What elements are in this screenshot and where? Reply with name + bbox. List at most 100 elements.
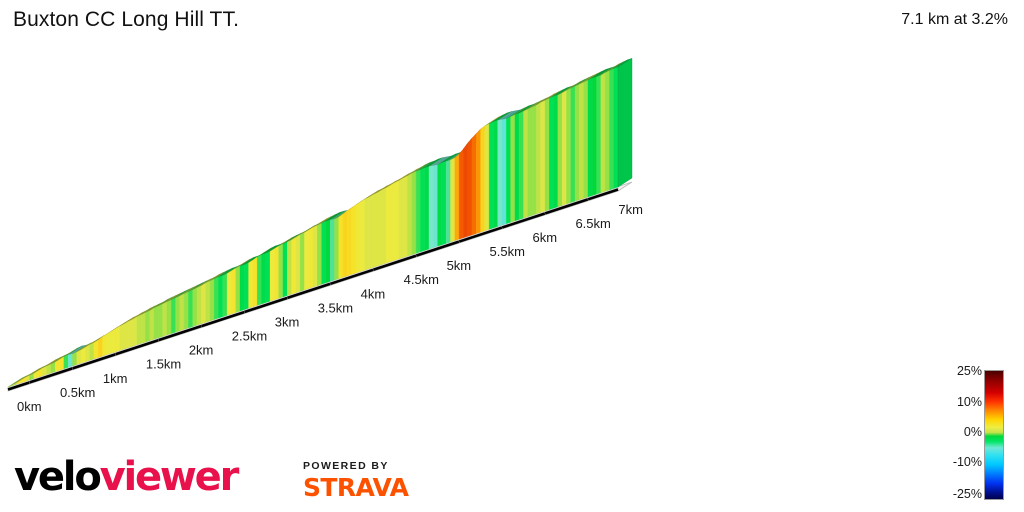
profile-segment[interactable] — [330, 219, 335, 282]
elevation-profile-chart[interactable]: 0km 0.5km 1km 1.5km 2km 2.5km 3km 3.5km 4km 4.5km… — [0, 42, 930, 442]
profile-segment[interactable] — [162, 301, 168, 337]
profile-segment[interactable] — [325, 219, 331, 283]
profile-segment[interactable] — [355, 201, 361, 274]
profile-segment[interactable] — [506, 116, 511, 224]
profile-segment[interactable] — [527, 107, 533, 217]
profile-segment[interactable] — [544, 98, 550, 212]
profile-segment[interactable] — [312, 225, 318, 288]
profile-segment[interactable] — [450, 157, 455, 243]
profile-segment[interactable] — [566, 88, 571, 205]
profile-segment[interactable] — [222, 273, 228, 317]
profile-segment[interactable] — [252, 256, 258, 307]
profile-segment[interactable] — [80, 347, 86, 364]
profile-segment[interactable] — [553, 94, 559, 209]
profile-segment[interactable] — [89, 342, 95, 361]
profile-segment[interactable] — [287, 239, 292, 296]
profile-segment[interactable] — [398, 177, 404, 260]
profile-segment[interactable] — [205, 280, 211, 323]
profile-segment[interactable] — [274, 245, 279, 300]
profile-segment[interactable] — [484, 123, 490, 231]
profile-segment[interactable] — [67, 353, 73, 368]
profile-segment[interactable] — [304, 229, 309, 291]
profile-segment[interactable] — [153, 305, 159, 340]
profile-segment[interactable] — [463, 142, 468, 238]
profile-segment[interactable] — [175, 295, 180, 333]
profile-segment[interactable] — [372, 192, 378, 268]
profile-segment[interactable] — [115, 325, 120, 352]
profile-segment[interactable] — [85, 344, 90, 362]
profile-segment[interactable] — [531, 105, 537, 216]
profile-segment[interactable] — [338, 213, 344, 279]
profile-3d-svg[interactable]: 0km 0.5km 1km 1.5km 2km 2.5km 3km 3.5km 4km 4.5km… — [0, 42, 930, 442]
profile-segment[interactable] — [72, 351, 77, 367]
profile-segment[interactable] — [188, 289, 193, 329]
profile-segment[interactable] — [390, 182, 395, 262]
profile-segment[interactable] — [467, 137, 473, 237]
profile-segment[interactable] — [106, 331, 112, 355]
profile-segment[interactable] — [351, 204, 357, 275]
profile-segment[interactable] — [265, 251, 271, 303]
profile-segment[interactable] — [119, 323, 125, 351]
profile-segment[interactable] — [536, 102, 541, 214]
profile-segment[interactable] — [493, 120, 498, 229]
profile-segment[interactable] — [132, 316, 138, 347]
profile-segment[interactable] — [218, 275, 223, 319]
profile-segment[interactable] — [381, 187, 387, 265]
profile-segment[interactable] — [364, 197, 369, 271]
profile-segment[interactable] — [196, 285, 202, 326]
profile-segment[interactable] — [471, 133, 477, 236]
profile-segment[interactable] — [420, 167, 425, 252]
profile-segment[interactable] — [540, 100, 546, 213]
profile-segment[interactable] — [110, 328, 116, 354]
profile-segment[interactable] — [269, 248, 275, 302]
profile-segment[interactable] — [239, 264, 245, 312]
profile-segment[interactable] — [587, 78, 593, 198]
profile-segment[interactable] — [244, 262, 249, 310]
strava-attribution[interactable]: POWERED BY STRAVA — [303, 460, 409, 501]
profile-segment[interactable] — [145, 310, 150, 343]
profile-segment[interactable] — [428, 165, 434, 250]
profile-segment[interactable] — [411, 171, 417, 255]
profile-segment[interactable] — [235, 266, 241, 313]
profile-segment[interactable] — [523, 109, 528, 219]
profile-segment[interactable] — [596, 75, 601, 195]
profile-segment[interactable] — [424, 166, 430, 251]
profile-segment[interactable] — [183, 291, 189, 330]
profile-segment[interactable] — [600, 72, 606, 193]
profile-segment[interactable] — [166, 299, 172, 336]
profile-segment[interactable] — [248, 259, 254, 309]
profile-segment[interactable] — [171, 297, 176, 334]
profile-segment[interactable] — [299, 232, 305, 292]
profile-segment[interactable] — [214, 276, 219, 320]
profile-segment[interactable] — [50, 361, 56, 374]
profile-segment[interactable] — [98, 336, 103, 358]
profile-segment[interactable] — [76, 349, 82, 365]
profile-segment[interactable] — [377, 189, 382, 267]
profile-segment[interactable] — [407, 173, 412, 257]
profile-segment[interactable] — [158, 303, 163, 338]
profile-segment[interactable] — [93, 339, 99, 360]
profile-segment[interactable] — [149, 307, 155, 341]
profile-segment[interactable] — [261, 253, 266, 305]
profile-segment[interactable] — [368, 194, 374, 269]
profile-segment[interactable] — [347, 207, 352, 276]
profile-segment[interactable] — [342, 210, 348, 278]
profile-segment[interactable] — [441, 161, 447, 245]
profile-segment[interactable] — [562, 90, 567, 206]
profile-segment[interactable] — [360, 199, 365, 272]
profile-segment[interactable] — [433, 164, 438, 248]
profile-segment[interactable] — [257, 254, 262, 306]
profile-segment[interactable] — [226, 270, 232, 316]
profile-segment[interactable] — [549, 96, 554, 210]
profile-segment[interactable] — [458, 148, 464, 240]
profile-segment[interactable] — [454, 153, 460, 241]
profile-segment[interactable] — [136, 314, 142, 345]
profile-segment[interactable] — [579, 82, 584, 200]
profile-segment[interactable] — [317, 223, 322, 286]
profile-segment[interactable] — [394, 180, 400, 261]
profile-segment[interactable] — [385, 185, 391, 264]
profile-segment[interactable] — [514, 113, 520, 222]
profile-segment[interactable] — [308, 227, 314, 289]
profile-segment[interactable] — [488, 121, 494, 230]
profile-segment[interactable] — [557, 92, 563, 207]
